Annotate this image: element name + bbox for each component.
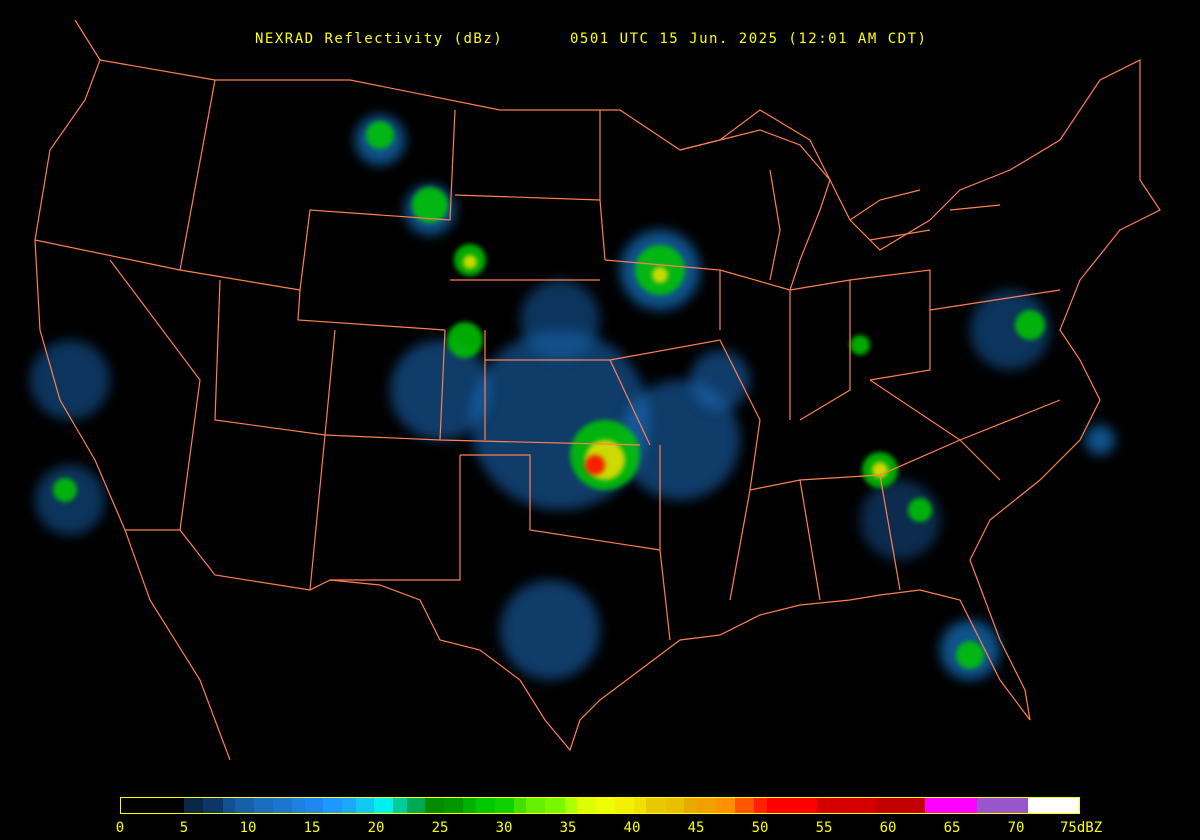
- legend-tick-label: 75dBZ: [1060, 820, 1103, 836]
- legend-tick-label: 0: [115, 820, 125, 836]
- legend-bin: [407, 798, 425, 813]
- product-title: NEXRAD Reflectivity (dBz): [255, 31, 504, 47]
- legend-bin: [424, 798, 445, 813]
- radar-echo: [520, 280, 600, 360]
- legend-bin: [645, 798, 667, 813]
- legend-tick-label: 55: [815, 820, 833, 836]
- legend-bin: [925, 798, 977, 813]
- legend-bin: [223, 798, 235, 813]
- legend-bin: [121, 798, 184, 813]
- legend-bin: [341, 798, 356, 813]
- legend-bin: [576, 798, 598, 813]
- radar-echo: [53, 478, 77, 502]
- legend-tick-label: 10: [239, 820, 257, 836]
- legend-bin: [716, 798, 736, 813]
- legend-bin: [634, 798, 646, 813]
- radar-echo: [850, 335, 870, 355]
- mexico-border-west: [124, 529, 231, 761]
- radar-echo: [463, 255, 477, 269]
- legend-tick-label: 30: [495, 820, 513, 836]
- radar-echo: [872, 462, 888, 478]
- legend-bin: [684, 798, 697, 813]
- legend-bin: [373, 798, 393, 813]
- color-legend-bar: [120, 797, 1080, 814]
- state-borders: [34, 19, 1161, 761]
- radar-echo: [30, 340, 110, 420]
- legend-tick-label: 35: [559, 820, 577, 836]
- us-outline: [34, 19, 1161, 752]
- radar-echo: [860, 480, 940, 560]
- legend-bin: [292, 798, 305, 813]
- legend-bin: [696, 798, 716, 813]
- legend-tick-label: 40: [623, 820, 641, 836]
- legend-tick-label: 20: [367, 820, 385, 836]
- radar-echo: [585, 455, 605, 475]
- legend-tick-label: 50: [751, 820, 769, 836]
- legend-bin: [735, 798, 755, 813]
- legend-bin: [597, 798, 616, 813]
- radar-echo: [1085, 425, 1115, 455]
- legend-tick-label: 70: [1007, 820, 1025, 836]
- radar-echo: [620, 380, 740, 500]
- legend-bin: [475, 798, 496, 813]
- legend-tick-label: 60: [879, 820, 897, 836]
- radar-echo: [390, 340, 490, 440]
- timestamp: 0501 UTC 15 Jun. 2025 (12:01 AM CDT): [570, 31, 928, 47]
- legend-bin: [234, 798, 254, 813]
- legend-bin: [253, 798, 273, 813]
- great-lakes: [679, 129, 1001, 291]
- legend-bin: [304, 798, 323, 813]
- legend-bin: [976, 798, 1028, 813]
- radar-echo: [447, 322, 483, 358]
- legend-tick-label: 45: [687, 820, 705, 836]
- radar-echo: [1015, 310, 1045, 340]
- radar-echo: [956, 641, 984, 669]
- legend-bin: [272, 798, 293, 813]
- legend-bin: [615, 798, 635, 813]
- legend-bin: [392, 798, 408, 813]
- legend-bin: [444, 798, 464, 813]
- legend-bin: [183, 798, 203, 813]
- radar-echo: [500, 580, 600, 680]
- radar-echo: [366, 121, 394, 149]
- legend-bin: [322, 798, 342, 813]
- legend-tick-label: 65: [943, 820, 961, 836]
- legend-bin: [767, 798, 817, 813]
- legend-bin: [495, 798, 515, 813]
- legend-bin: [754, 798, 768, 813]
- radar-echoes: [30, 115, 1115, 680]
- radar-echo: [412, 187, 448, 223]
- legend-bin: [355, 798, 374, 813]
- legend-bin: [202, 798, 224, 813]
- legend-tick-label: 15: [303, 820, 321, 836]
- legend-bin: [816, 798, 876, 813]
- radar-echo: [690, 350, 750, 410]
- radar-echo: [652, 267, 668, 283]
- legend-bin: [1027, 798, 1079, 813]
- legend-bin: [565, 798, 577, 813]
- legend-tick-label: 25: [431, 820, 449, 836]
- radar-map: [30, 19, 1161, 761]
- legend-bin: [525, 798, 545, 813]
- legend-bin: [875, 798, 926, 813]
- radar-echo: [908, 498, 932, 522]
- legend-bin: [666, 798, 685, 813]
- legend-bin: [514, 798, 526, 813]
- legend-tick-label: 5: [179, 820, 189, 836]
- legend-bin: [463, 798, 476, 813]
- legend-bin: [544, 798, 566, 813]
